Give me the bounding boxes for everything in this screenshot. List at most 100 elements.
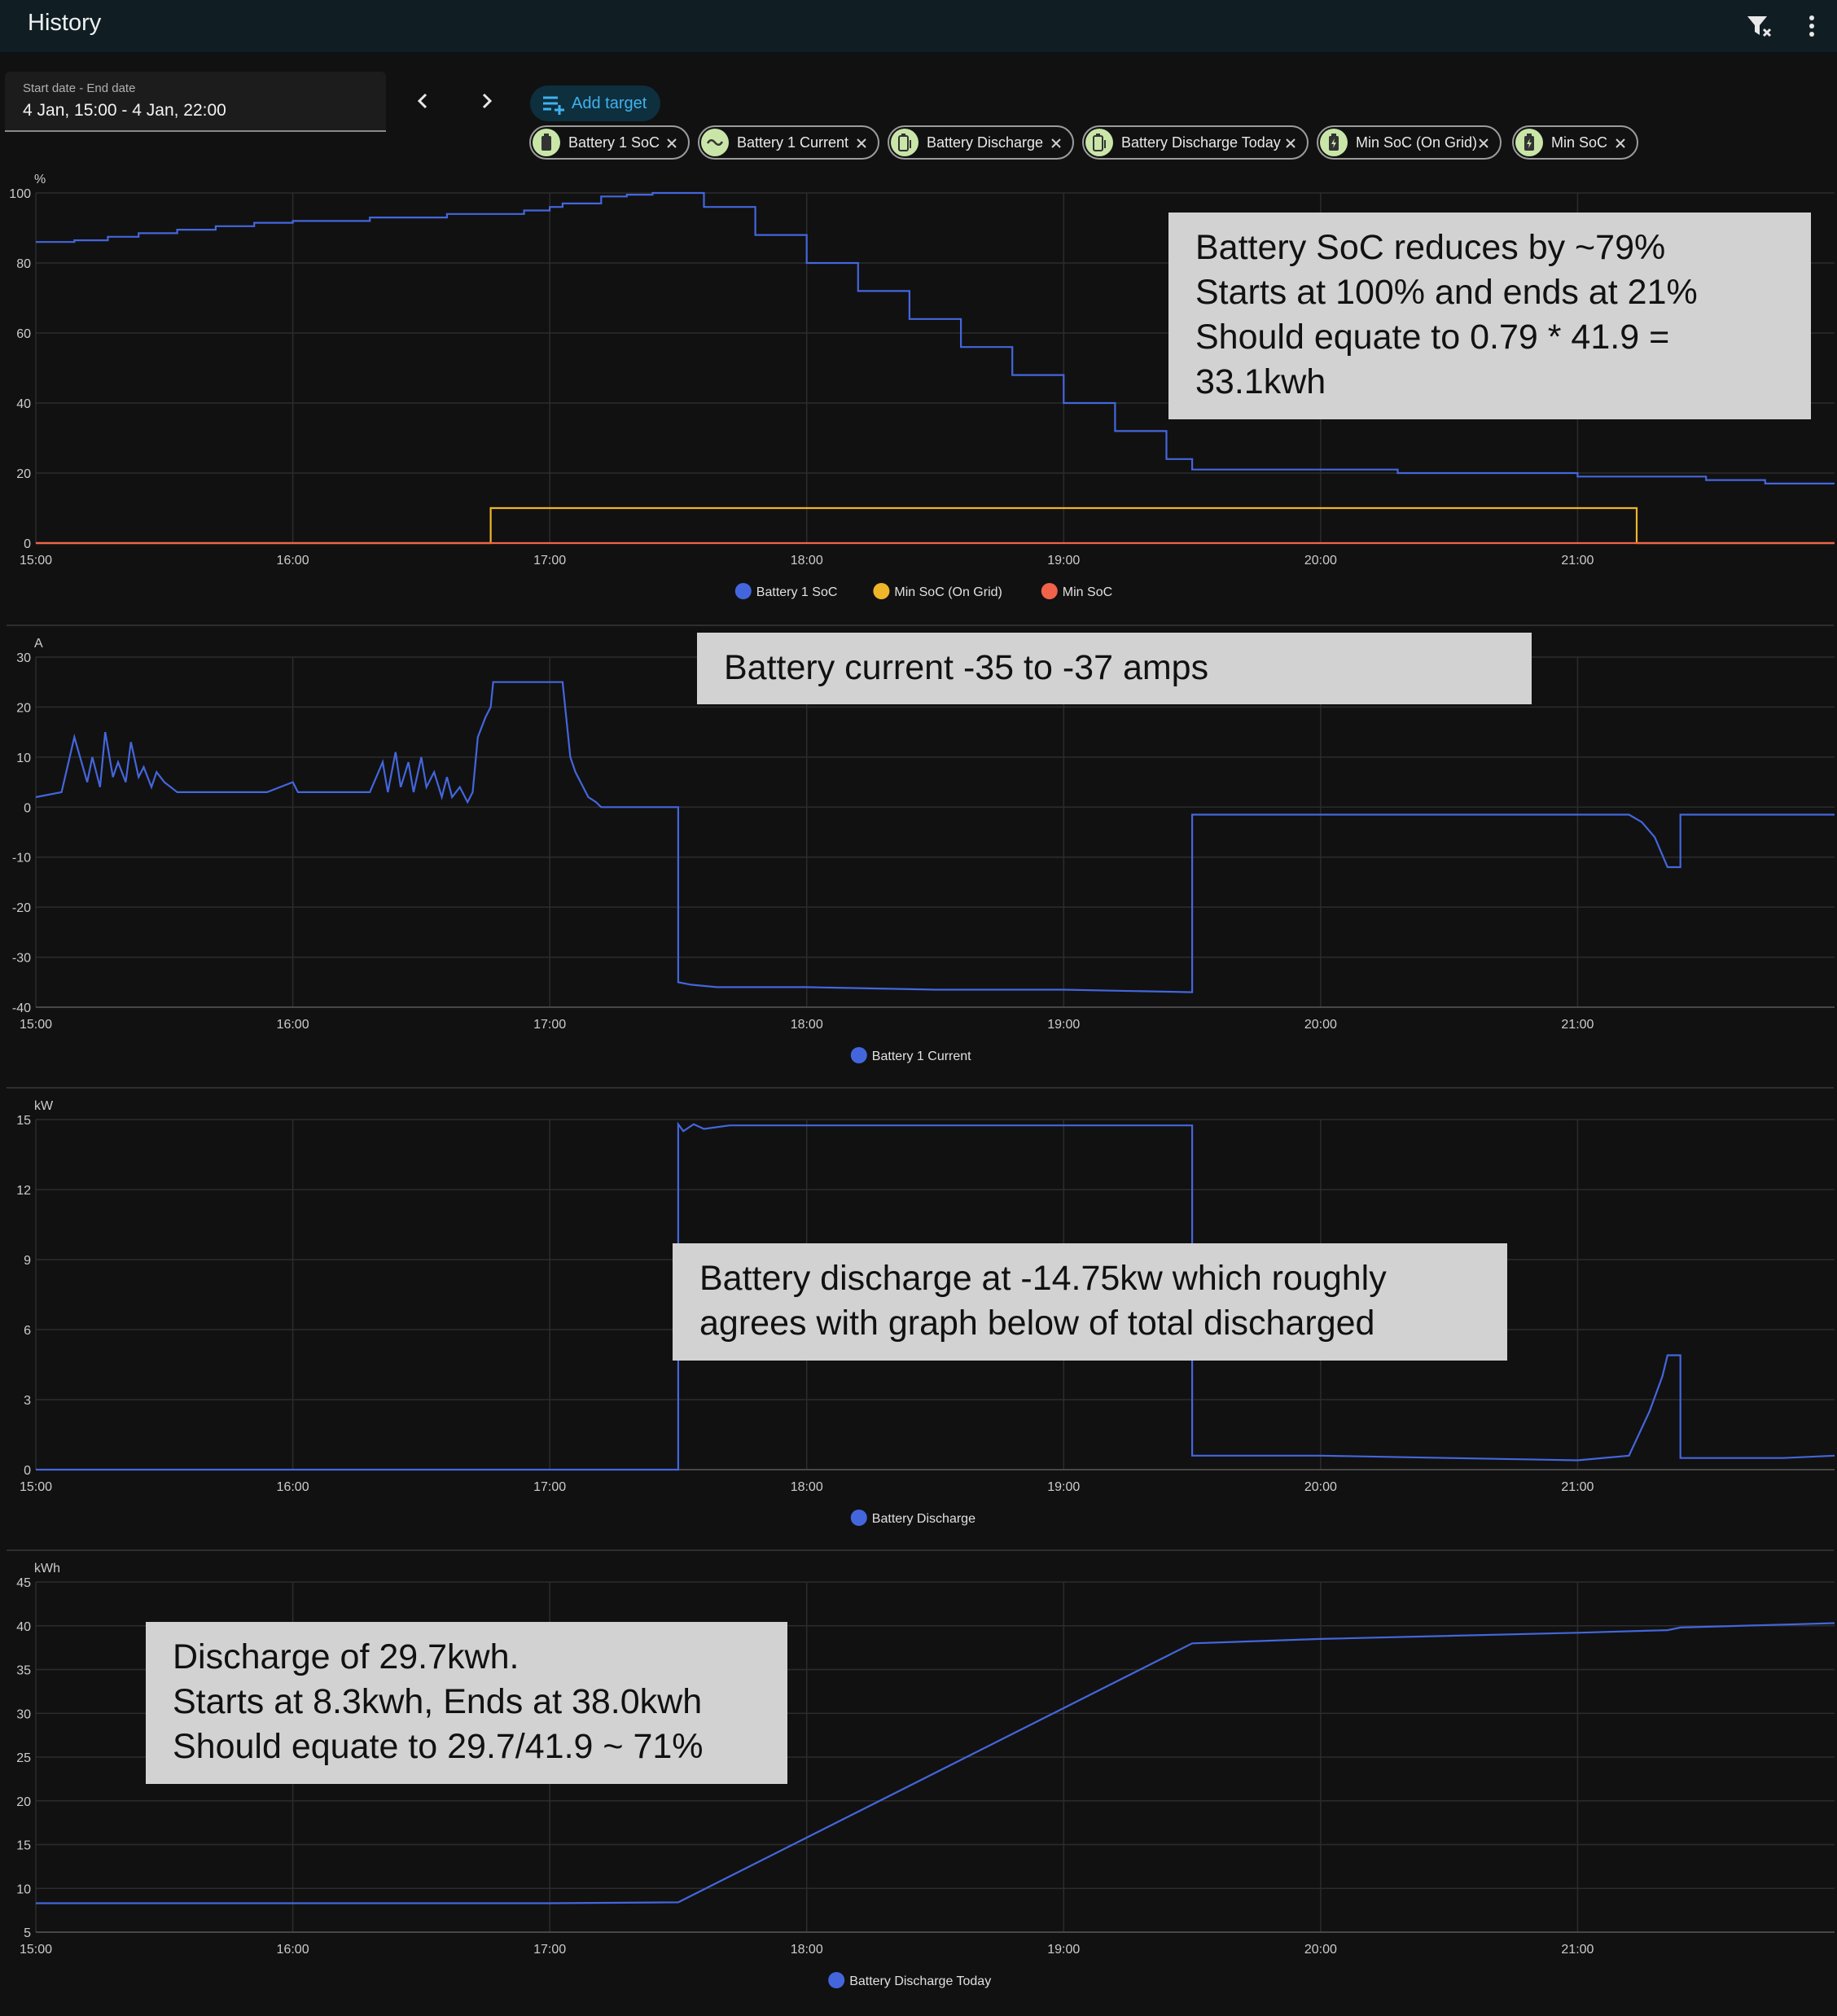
more-vertical-icon[interactable] xyxy=(1795,10,1828,42)
legend-label: Battery Discharge xyxy=(872,1512,975,1526)
close-icon[interactable] xyxy=(1048,134,1064,156)
axis-unit-label: A xyxy=(34,637,43,651)
target-chip-min-soc[interactable]: Min SoC xyxy=(1512,125,1638,160)
x-tick-label: 19:00 xyxy=(1047,1018,1080,1032)
y-tick-label: 60 xyxy=(16,327,31,341)
y-tick-label: 40 xyxy=(16,397,31,411)
target-chip-label: Battery Discharge xyxy=(927,134,1044,151)
close-icon[interactable] xyxy=(1475,134,1492,156)
date-range-value: 4 Jan, 15:00 - 4 Jan, 22:00 xyxy=(23,101,226,120)
battery-icon xyxy=(533,129,560,156)
x-tick-label: 21:00 xyxy=(1561,1943,1594,1957)
y-tick-label: 45 xyxy=(16,1576,31,1590)
y-tick-label: 20 xyxy=(16,701,31,715)
y-tick-label: 35 xyxy=(16,1664,31,1678)
chart-battery-discharge-today: kWh 5 10 15 20 25 30 35 40 45 15:00 16:00 17:00 18:00… xyxy=(0,1556,1837,2016)
x-tick-label: 17:00 xyxy=(533,1943,566,1957)
next-period-button[interactable] xyxy=(470,85,502,117)
legend-label: Min SoC (On Grid) xyxy=(894,585,1002,599)
filter-remove-icon[interactable] xyxy=(1743,10,1775,42)
chart-divider xyxy=(7,1087,1834,1089)
series-line-battery-1-soc xyxy=(36,191,1835,484)
x-tick-label: 20:00 xyxy=(1304,554,1337,568)
y-tick-label: 0 xyxy=(24,801,31,815)
y-tick-label: -20 xyxy=(12,901,31,915)
y-tick-label: 30 xyxy=(16,1707,31,1721)
x-tick-label: 18:00 xyxy=(791,1018,823,1032)
axis-unit-label: kWh xyxy=(34,1562,60,1576)
add-target-button[interactable]: Add target xyxy=(530,85,660,121)
target-chip-battery-1-soc[interactable]: Battery 1 SoC xyxy=(529,125,690,160)
target-chip-label: Battery 1 SoC xyxy=(568,134,660,151)
x-tick-label: 21:00 xyxy=(1561,554,1594,568)
legend-label: Battery Discharge Today xyxy=(849,1974,991,1988)
battery-charging-icon xyxy=(1515,129,1543,156)
x-tick-label: 20:00 xyxy=(1304,1018,1337,1032)
current-wave-icon xyxy=(701,129,729,156)
y-tick-label: 10 xyxy=(16,1882,31,1896)
x-tick-label: 21:00 xyxy=(1561,1480,1594,1494)
legend-marker xyxy=(850,1047,867,1063)
y-tick-label: 3 xyxy=(24,1394,31,1408)
x-tick-label: 17:00 xyxy=(533,554,566,568)
chart-svg: A -40 -30 -20 -10 0 10 20 30 15:00 16:00 17:00 18:00… xyxy=(12,637,1835,1063)
x-tick-label: 18:00 xyxy=(791,1480,823,1494)
legend-marker xyxy=(850,1510,867,1526)
series-line-min-soc-on-grid- xyxy=(36,506,1835,545)
chart-battery-current: A -40 -30 -20 -10 0 10 20 30 15:00 16:00 17:00 18:00… xyxy=(0,631,1837,1091)
x-tick-label: 16:00 xyxy=(277,554,309,568)
y-tick-label: 10 xyxy=(16,752,31,765)
series-line-battery-1-current xyxy=(35,681,1835,993)
close-icon[interactable] xyxy=(664,134,680,156)
annotation-note-soc: Battery SoC reduces by ~79% Starts at 10… xyxy=(1168,213,1811,419)
close-icon[interactable] xyxy=(1612,134,1629,156)
y-tick-label: 30 xyxy=(16,651,31,665)
x-tick-label: 17:00 xyxy=(533,1480,566,1494)
x-tick-label: 16:00 xyxy=(277,1018,309,1032)
x-tick-label: 15:00 xyxy=(20,1480,52,1494)
chart-divider xyxy=(7,625,1834,626)
y-tick-label: 20 xyxy=(16,1795,31,1809)
y-tick-label: 0 xyxy=(24,537,31,551)
legend-marker xyxy=(873,583,890,599)
add-list-icon xyxy=(543,96,564,115)
y-tick-label: 12 xyxy=(16,1184,31,1198)
target-chip-battery-discharge-today[interactable]: Battery Discharge Today xyxy=(1082,125,1309,160)
date-range-picker[interactable]: Start date - End date 4 Jan, 15:00 - 4 J… xyxy=(5,72,386,132)
target-chip-min-soc-on-grid[interactable]: Min SoC (On Grid) xyxy=(1317,125,1502,160)
x-tick-label: 15:00 xyxy=(20,554,52,568)
target-chip-label: Battery 1 Current xyxy=(737,134,849,151)
x-tick-label: 21:00 xyxy=(1561,1018,1594,1032)
previous-period-button[interactable] xyxy=(407,85,440,117)
date-range-label: Start date - End date xyxy=(23,81,136,95)
legend-label: Battery 1 SoC xyxy=(756,585,838,599)
target-chip-battery-1-current[interactable]: Battery 1 Current xyxy=(698,125,879,160)
y-tick-label: 9 xyxy=(24,1254,31,1268)
target-chip-battery-discharge[interactable]: Battery Discharge xyxy=(888,125,1074,160)
close-icon[interactable] xyxy=(1282,134,1299,156)
target-chip-label: Battery Discharge Today xyxy=(1121,134,1281,151)
legend-marker xyxy=(1041,583,1058,599)
legend-label: Min SoC xyxy=(1063,585,1112,599)
chart-divider xyxy=(7,1549,1834,1551)
x-tick-label: 16:00 xyxy=(277,1943,309,1957)
x-tick-label: 18:00 xyxy=(791,554,823,568)
y-tick-label: 100 xyxy=(9,187,31,201)
target-chip-label: Min SoC (On Grid) xyxy=(1356,134,1478,151)
chevron-left-icon xyxy=(417,93,427,109)
close-icon[interactable] xyxy=(853,134,870,156)
battery-discharge-icon xyxy=(891,129,918,156)
y-tick-label: 15 xyxy=(16,1839,31,1853)
x-tick-label: 19:00 xyxy=(1047,554,1080,568)
top-app-bar: History xyxy=(0,0,1837,54)
x-tick-label: 15:00 xyxy=(20,1943,52,1957)
legend-marker xyxy=(828,1972,845,1988)
battery-discharge-icon xyxy=(1085,129,1113,156)
x-tick-label: 16:00 xyxy=(277,1480,309,1494)
battery-charging-icon xyxy=(1320,129,1348,156)
annotation-note-discharge: Battery discharge at -14.75kw which roug… xyxy=(673,1243,1507,1361)
y-tick-label: 25 xyxy=(16,1751,31,1765)
y-tick-label: 40 xyxy=(16,1620,31,1634)
y-tick-label: 6 xyxy=(24,1324,31,1338)
y-tick-label: 5 xyxy=(24,1926,31,1940)
